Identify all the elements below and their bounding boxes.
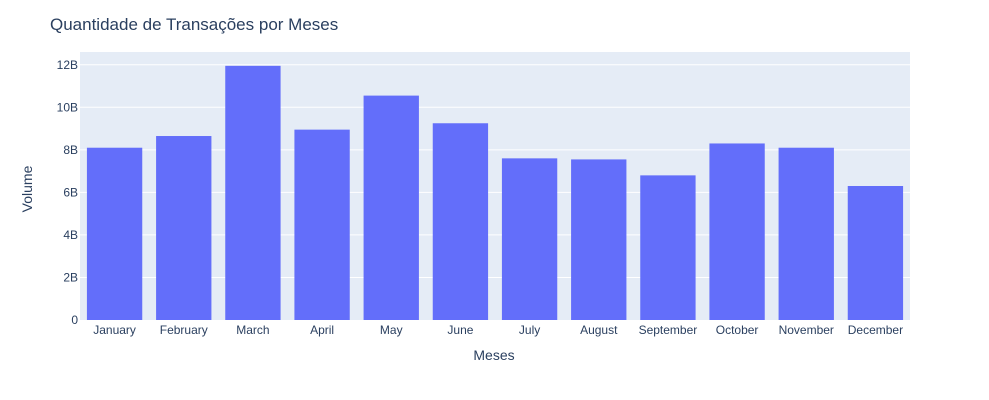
x-tick-label: June: [447, 323, 473, 337]
y-axis-ticks: 0 2B 4B 6B 8B 10B 12B: [57, 58, 79, 327]
bar-october[interactable]: [709, 143, 765, 320]
bar-may[interactable]: [363, 95, 419, 320]
x-tick-label: January: [93, 323, 136, 337]
y-tick-label: 10B: [57, 100, 78, 114]
x-tick-label: March: [236, 323, 269, 337]
bars: [86, 65, 904, 320]
plot-area: [80, 52, 910, 320]
y-tick-label: 8B: [63, 143, 78, 157]
x-tick-label: December: [848, 323, 903, 337]
bar-july[interactable]: [501, 158, 558, 320]
x-tick-label: February: [160, 323, 208, 337]
y-tick-label: 0: [71, 313, 78, 327]
bar-march[interactable]: [225, 65, 281, 320]
bar-february[interactable]: [156, 136, 212, 320]
bar-september[interactable]: [640, 175, 696, 320]
y-tick-label: 4B: [63, 228, 78, 242]
gridlines: [80, 64, 910, 278]
x-tick-label: September: [639, 323, 698, 337]
x-axis-title: Meses: [473, 347, 514, 363]
bar-december[interactable]: [847, 186, 904, 320]
y-axis-title: Volume: [19, 165, 35, 212]
x-tick-label: November: [779, 323, 834, 337]
y-tick-label: 12B: [57, 58, 78, 72]
y-tick-label: 6B: [63, 185, 78, 199]
x-tick-label: October: [716, 323, 759, 337]
x-axis-ticks: January February March April May June July Augu…: [93, 323, 903, 337]
x-tick-label: May: [380, 323, 403, 337]
bar-june[interactable]: [432, 123, 489, 320]
bar-april[interactable]: [294, 129, 350, 320]
bar-january[interactable]: [86, 147, 143, 320]
x-tick-label: July: [519, 323, 540, 337]
chart-title: Quantidade de Transações por Meses: [50, 15, 338, 34]
y-tick-label: 2B: [63, 270, 78, 284]
x-tick-label: April: [310, 323, 334, 337]
x-tick-label: August: [580, 323, 618, 337]
bar-november[interactable]: [778, 147, 834, 320]
bar-august[interactable]: [571, 159, 627, 320]
